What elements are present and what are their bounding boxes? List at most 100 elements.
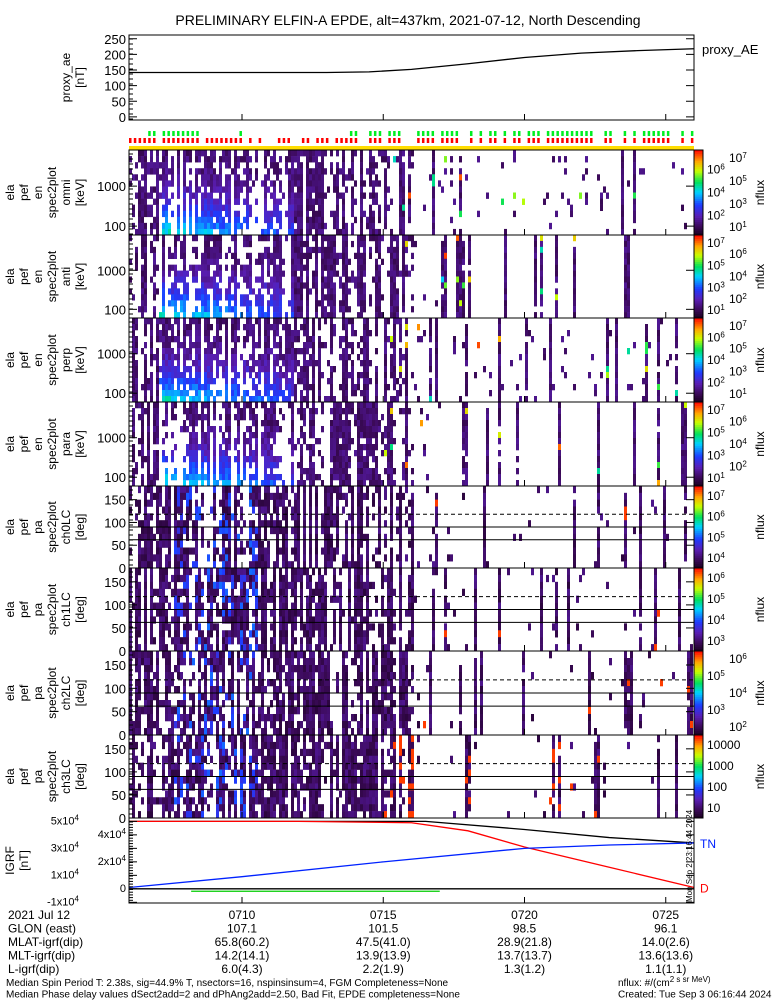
heatmap-cell [303, 318, 306, 325]
heatmap-cell [273, 300, 276, 307]
colorbar-segment [694, 452, 703, 455]
heatmap-cell [615, 390, 618, 397]
y-tick-label: 0 [119, 561, 126, 576]
heatmap-cell [399, 540, 402, 548]
heatmap-cell [321, 312, 324, 319]
heatmap-cell [264, 162, 267, 169]
heatmap-cell [237, 547, 240, 555]
heatmap-cell [363, 390, 366, 397]
heatmap-cell [375, 318, 378, 325]
heatmap-cell [249, 324, 252, 331]
heatmap-cell [378, 306, 381, 313]
heatmap-cell [348, 402, 351, 409]
heatmap-cell [369, 330, 372, 337]
heatmap-cell [171, 210, 174, 218]
heatmap-cell [441, 312, 444, 319]
heatmap-cell [327, 240, 330, 248]
heatmap-cell [351, 499, 354, 507]
heatmap-cell [345, 228, 348, 236]
heatmap-cell [315, 198, 318, 205]
heatmap-cell [249, 520, 252, 528]
heatmap-cell [468, 240, 471, 248]
heatmap-cell [201, 513, 204, 521]
heatmap-cell [267, 360, 270, 367]
heatmap-cell [441, 270, 444, 277]
heatmap-cell [363, 240, 366, 248]
heatmap-cell [213, 480, 216, 487]
status-red-mark [258, 138, 262, 143]
heatmap-cell [132, 396, 135, 403]
colorbar-title: nflux [753, 514, 767, 539]
heatmap-cell [144, 174, 147, 181]
status-red-mark [148, 138, 151, 143]
heatmap-cell [435, 396, 438, 403]
heatmap-cell [288, 204, 291, 212]
heatmap-cell [264, 390, 267, 397]
heatmap-cell [324, 499, 327, 507]
heatmap-cell [192, 318, 195, 325]
heatmap-cell [633, 156, 636, 163]
heatmap-cell [402, 210, 405, 218]
heatmap-cell [234, 499, 237, 507]
heatmap-cell [228, 228, 231, 236]
heatmap-cell [405, 402, 408, 409]
heatmap-cell [204, 432, 207, 439]
heatmap-cell [363, 330, 366, 337]
heatmap-cell [144, 324, 147, 331]
heatmap-cell [570, 204, 573, 212]
heatmap-cell [387, 270, 390, 277]
heatmap-cell [336, 198, 339, 205]
heatmap-cell [276, 300, 279, 307]
heatmap-cell [138, 198, 141, 205]
heatmap-cell [387, 246, 390, 254]
heatmap-cell [150, 228, 153, 236]
heatmap-cell [246, 186, 249, 193]
heatmap-cell [150, 540, 153, 548]
heatmap-cell [300, 162, 303, 169]
heatmap-cell [234, 246, 237, 254]
heatmap-cell [156, 527, 159, 535]
heatmap-cell [174, 264, 177, 271]
heatmap-cell [234, 312, 237, 319]
heatmap-cell [405, 444, 408, 451]
colorbar-tick-label: 102 [729, 292, 747, 306]
heatmap-cell [201, 432, 204, 439]
heatmap-cell [504, 270, 507, 277]
heatmap-cell [285, 486, 288, 494]
heatmap-cell [288, 156, 291, 163]
heatmap-cell [639, 561, 642, 569]
heatmap-cell [624, 561, 627, 569]
heatmap-cell [210, 186, 213, 193]
heatmap-cell [297, 210, 300, 218]
heatmap-cell [180, 513, 183, 521]
status-red-mark [306, 138, 310, 143]
heatmap-cell [264, 474, 267, 481]
heatmap-cell [201, 264, 204, 271]
heatmap-cell [162, 390, 165, 397]
heatmap-cell [300, 180, 303, 187]
heatmap-cell [207, 414, 210, 421]
heatmap-cell [189, 408, 192, 415]
heatmap-cell [339, 474, 342, 481]
heatmap-cell [402, 198, 405, 205]
heatmap-cell [162, 186, 165, 193]
heatmap-cell [195, 330, 198, 337]
heatmap-cell [294, 306, 297, 313]
colorbar-segment [694, 462, 703, 466]
heatmap-cell [378, 474, 381, 481]
heatmap-cell [192, 246, 195, 254]
heatmap-cell [348, 561, 351, 569]
heatmap-cell [252, 378, 255, 385]
heatmap-cell [216, 318, 219, 325]
colorbar-segment [694, 479, 703, 483]
heatmap-cell [435, 513, 438, 521]
heatmap-cell [177, 168, 180, 175]
heatmap-cell [303, 492, 306, 500]
heatmap-cell [330, 533, 333, 541]
heatmap-cell [435, 354, 438, 361]
heatmap-cell [282, 492, 285, 500]
heatmap-cell [525, 366, 528, 373]
heatmap-cell [573, 554, 576, 562]
heatmap-cell [366, 450, 369, 457]
heatmap-cell [393, 420, 396, 427]
